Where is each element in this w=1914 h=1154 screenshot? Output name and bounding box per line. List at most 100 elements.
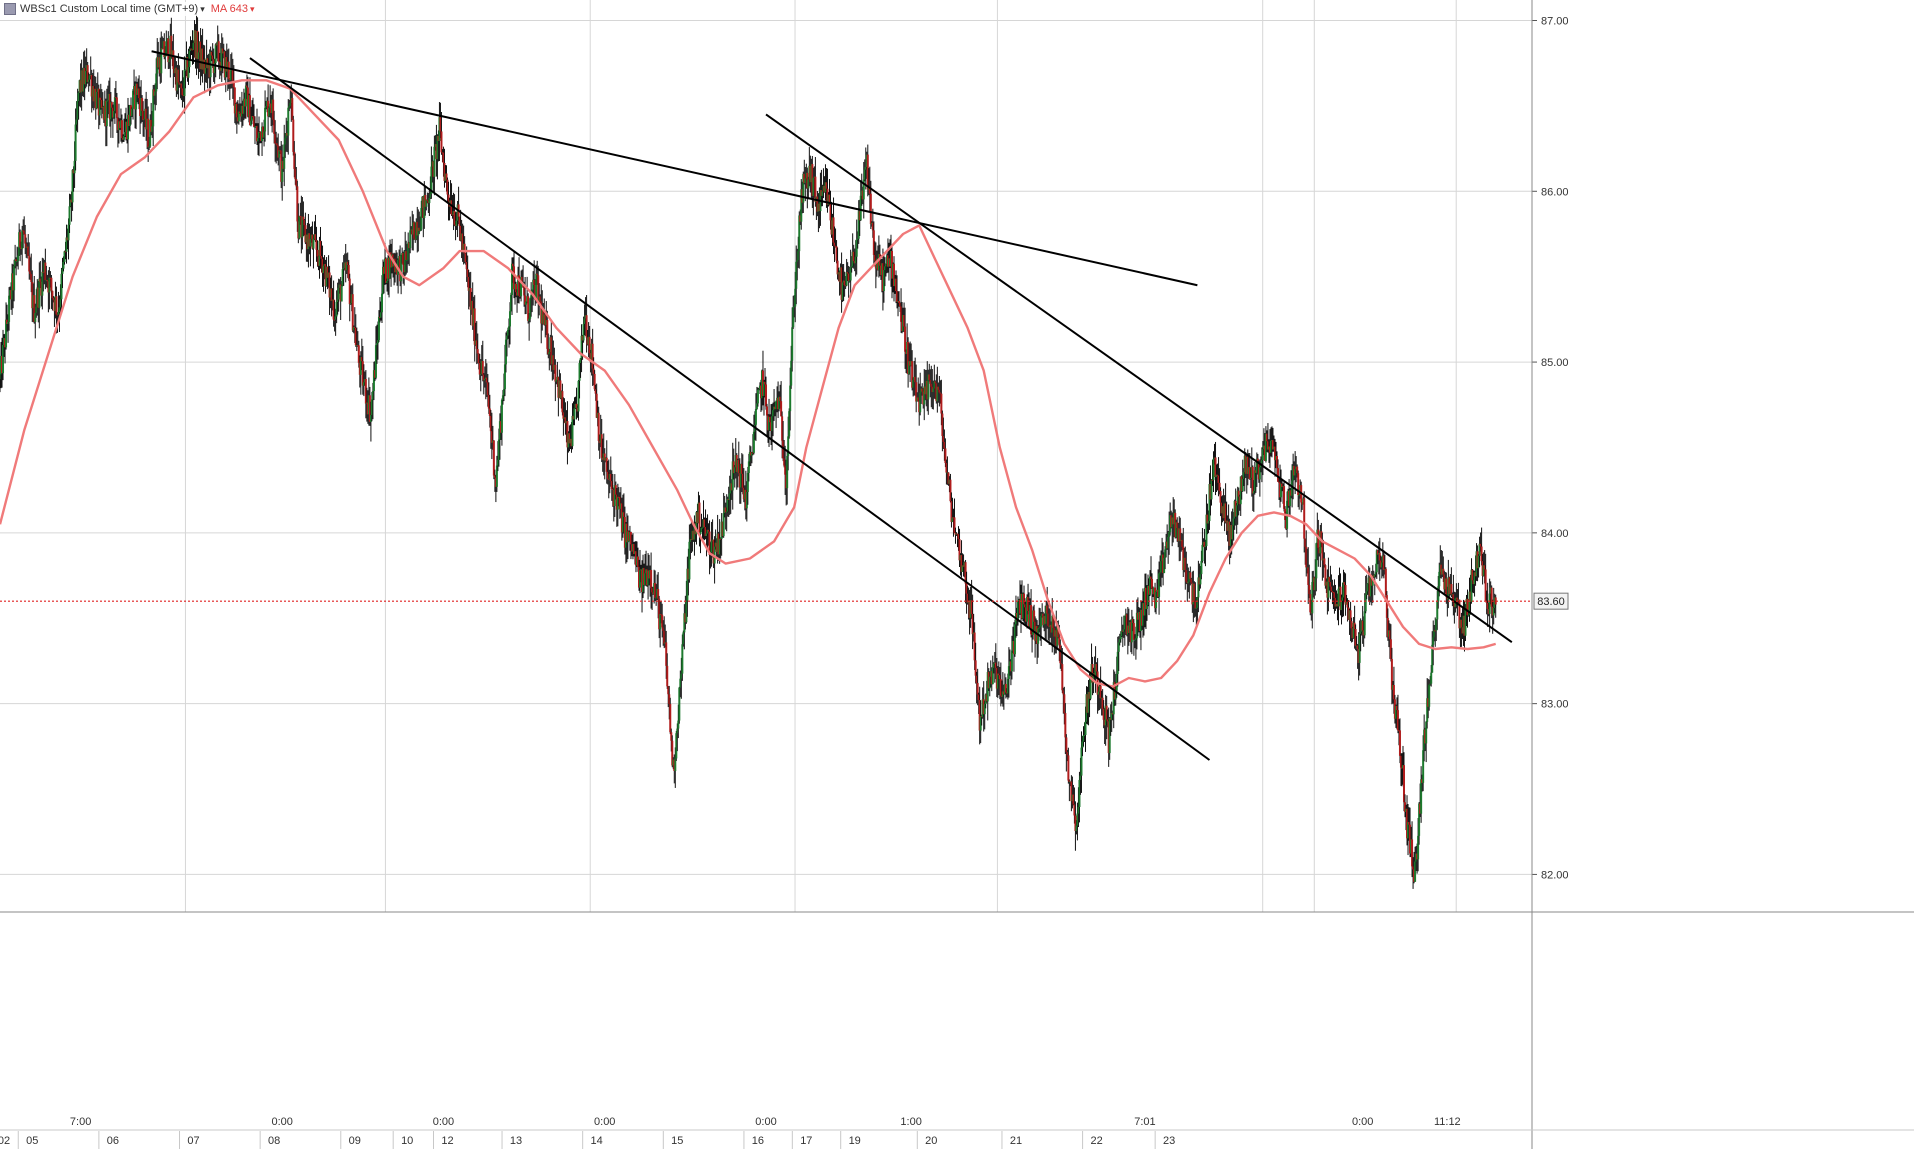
- price-bar-body: [73, 160, 76, 174]
- price-bar-body: [1137, 611, 1140, 620]
- price-bar-body: [377, 316, 380, 341]
- price-bar-body: [166, 38, 169, 42]
- price-bar-body: [1169, 515, 1172, 533]
- price-bar-body: [1320, 531, 1323, 543]
- price-bar-body: [8, 295, 11, 322]
- price-bar-body: [6, 319, 9, 325]
- price-bar-body: [324, 264, 327, 287]
- price-bar-body: [215, 44, 218, 46]
- price-bar-body: [244, 85, 247, 107]
- price-bar-body: [826, 188, 829, 205]
- price-bar-body: [500, 400, 503, 433]
- price-bar-body: [238, 111, 241, 114]
- price-bar-body: [30, 274, 33, 283]
- price-bar-body: [433, 146, 436, 177]
- chart-legend[interactable]: WBSc1 Custom Local time (GMT+9) ▾ MA 643…: [4, 2, 259, 16]
- price-bar-body: [1236, 490, 1239, 506]
- price-bar-body: [728, 493, 731, 501]
- price-bar-body: [936, 386, 939, 402]
- price-bar-body: [623, 516, 626, 548]
- price-bar-body: [343, 262, 346, 269]
- price-bar-body: [1410, 839, 1413, 854]
- price-bar-body: [771, 416, 774, 431]
- price-bar-body: [821, 191, 824, 196]
- price-bar-body: [192, 42, 195, 51]
- price-bar-body: [165, 41, 168, 56]
- price-bar-body: [687, 568, 690, 580]
- price-bar-body: [683, 613, 686, 633]
- price-bar-body: [752, 431, 755, 453]
- price-bar-body: [1178, 528, 1181, 542]
- price-bar-body: [643, 567, 646, 585]
- price-bar-body: [307, 233, 310, 250]
- price-bar-body: [316, 249, 319, 257]
- price-bar-body: [701, 527, 704, 529]
- price-bar-body: [390, 252, 393, 268]
- price-bar-body: [974, 660, 977, 676]
- price-bar-body: [1466, 598, 1469, 616]
- price-bar-body: [747, 461, 750, 473]
- price-bar-body: [530, 295, 533, 299]
- price-bar-body: [415, 221, 418, 240]
- price-bar-body: [1397, 730, 1400, 732]
- ma-chevron-down-icon[interactable]: ▾: [250, 3, 255, 14]
- price-bar-body: [527, 296, 530, 321]
- price-bar-body: [1374, 572, 1377, 575]
- price-bar-body: [214, 44, 217, 64]
- price-bar-body: [544, 314, 547, 326]
- price-bar-body: [334, 316, 337, 320]
- price-bar-body: [558, 380, 561, 398]
- price-bar-body: [284, 137, 287, 145]
- ma-line: [0, 79, 1497, 688]
- price-bar-body: [1047, 613, 1050, 626]
- price-bar-body: [129, 105, 132, 126]
- price-bar-body: [542, 309, 545, 325]
- price-bar-body: [261, 126, 264, 142]
- price-bar-body: [636, 556, 639, 567]
- price-bar-body: [389, 252, 392, 279]
- price-bar-body: [72, 169, 75, 174]
- price-bar-body: [1203, 541, 1206, 548]
- price-bar-body: [168, 59, 171, 63]
- price-bar-body: [911, 361, 914, 388]
- price-bar-body: [1258, 467, 1261, 480]
- price-bar-body: [148, 146, 151, 148]
- price-bar-body: [1381, 555, 1384, 563]
- price-bar-body: [575, 403, 578, 408]
- price-bar-body: [758, 385, 761, 390]
- price-bar-body: [1423, 729, 1426, 751]
- price-bar-body: [118, 121, 121, 129]
- price-bar-body: [1182, 546, 1185, 571]
- price-bar-body: [80, 70, 83, 93]
- price-bar-body: [175, 67, 178, 91]
- price-bar-body: [864, 166, 867, 170]
- price-bar-body: [560, 391, 563, 399]
- chevron-down-icon[interactable]: ▾: [200, 3, 205, 14]
- symbol-label[interactable]: WBSc1 Custom Local time (GMT+9): [20, 3, 199, 15]
- price-bar-body: [263, 131, 266, 138]
- price-bar-body: [1366, 583, 1369, 592]
- price-bar-body: [204, 67, 207, 74]
- price-bar-body: [969, 600, 972, 618]
- price-bar-body: [1188, 572, 1191, 582]
- price-bar-body: [1485, 600, 1488, 603]
- price-bar-body: [576, 407, 579, 412]
- price-bar-body: [1131, 619, 1134, 624]
- price-bar-body: [981, 699, 984, 718]
- price-bar-body: [379, 312, 382, 318]
- price-bar-body: [1184, 557, 1187, 571]
- price-bar-body: [1289, 490, 1292, 506]
- price-bar-body: [860, 190, 863, 196]
- ma-label[interactable]: MA 643: [210, 3, 249, 15]
- price-bar-body: [944, 448, 947, 463]
- price-bar-body: [142, 110, 145, 121]
- price-bar-body: [477, 353, 480, 364]
- price-bar-body: [0, 355, 3, 375]
- price-bar-body: [884, 263, 887, 267]
- price-bar-body: [258, 131, 261, 138]
- price-bar-body: [320, 256, 323, 259]
- price-bar-body: [1379, 560, 1382, 568]
- price-bar-body: [792, 307, 795, 328]
